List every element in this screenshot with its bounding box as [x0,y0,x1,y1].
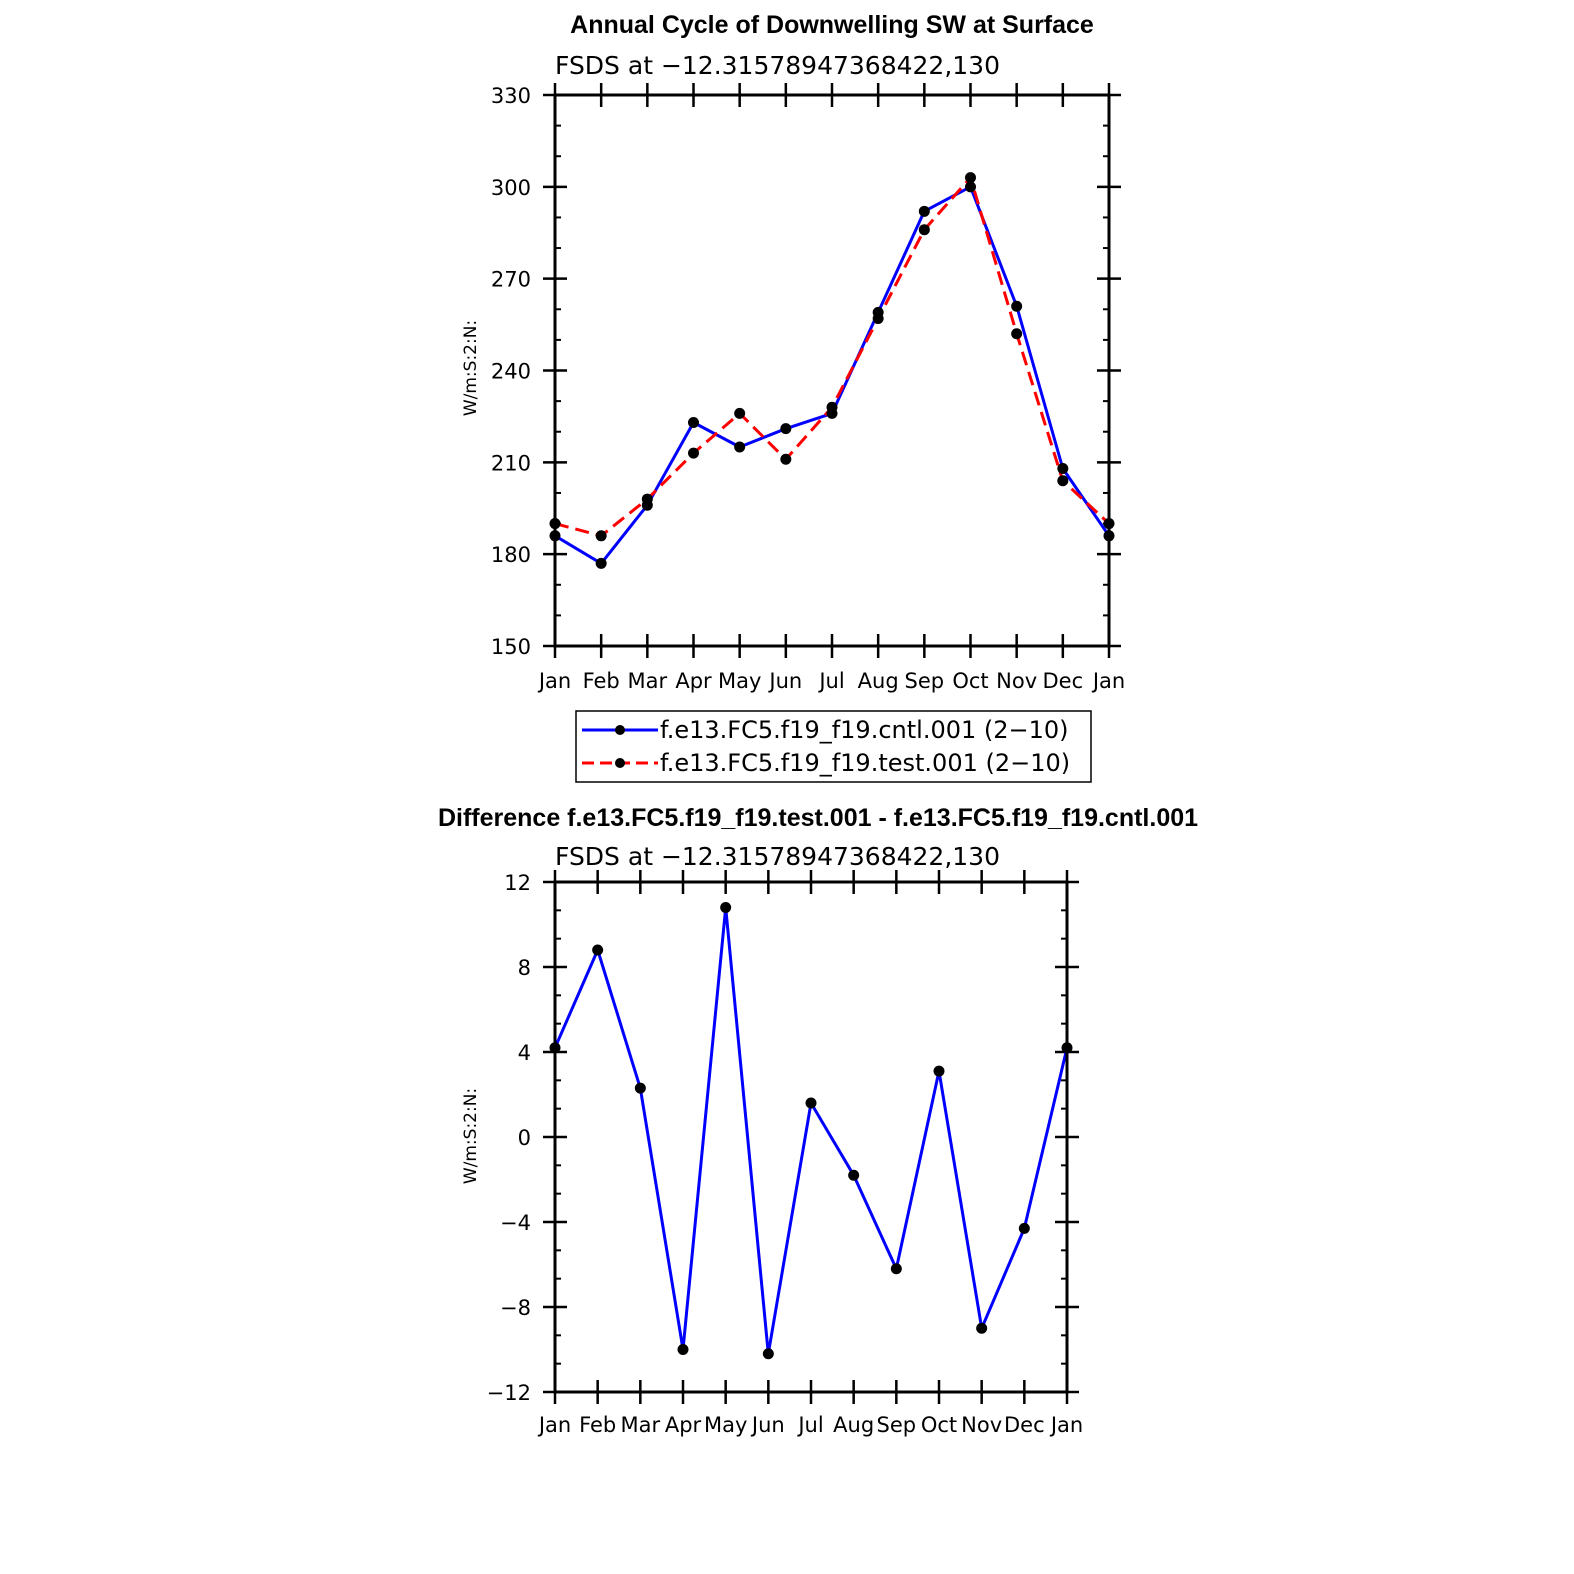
test-series-point [780,453,792,465]
y-tick-label: −12 [487,1381,531,1405]
bottom-series-layer [549,902,1073,1360]
top-y-axis-label: W/m:S:2:N: [461,320,481,416]
x-tick-label: Feb [583,669,620,693]
x-tick-label: May [704,1413,747,1437]
difference-series-point [677,1344,689,1355]
x-tick-label: Apr [665,1413,702,1437]
cntl-series-point [965,181,976,193]
difference-series-point [762,1348,774,1360]
cntl-series-point [1011,300,1023,312]
legend-label-cntl: f.e13.FC5.f19_f19.cntl.001 (2−10) [660,716,1069,744]
x-tick-label: Nov [961,1413,1002,1437]
difference-series-line [553,906,1069,1356]
y-tick-label: 330 [491,84,531,108]
top-y-tick-labels: 150 180 210 240 270 300 330 [491,84,531,659]
y-tick-label: 4 [518,1041,531,1065]
test-series-point [965,172,976,184]
x-tick-label: Jan [1049,1413,1083,1437]
cntl-series-point [1057,462,1069,474]
x-tick-label: Aug [833,1413,874,1437]
top-series-layer [549,172,1115,569]
bottom-y-tick-labels: −12 −8 −4 0 4 8 12 [487,871,531,1405]
y-tick-label: 240 [491,360,531,384]
bottom-panel: Difference f.e13.FC5.f19_f19.test.001 - … [438,804,1198,1437]
x-tick-label: Sep [905,669,945,693]
top-panel: Annual Cycle of Downwelling SW at Surfac… [461,11,1125,693]
top-x-tick-labels: Jan Feb Mar Apr May Jun Jul Aug Sep Oct Nov Dec Jan [537,669,1125,693]
test-series-point [826,401,838,413]
x-tick-label: Jan [1091,669,1125,693]
y-tick-label: 210 [491,451,531,475]
legend-marker-cntl [615,725,625,735]
difference-series-point [890,1263,902,1275]
top-plot-frame [553,93,1111,648]
test-series-line [554,176,1111,538]
x-tick-label: Aug [858,669,899,693]
test-series-point [1011,328,1023,340]
x-tick-label: Jul [817,669,844,693]
difference-series-point [592,944,604,956]
y-tick-label: 180 [491,543,531,567]
x-tick-label: Nov [996,669,1037,693]
difference-series-point [1018,1222,1030,1234]
x-tick-label: Sep [877,1413,917,1437]
test-series-point [734,407,746,419]
cntl-series-point [595,557,607,569]
bottom-chart-subtitle: FSDS at −12.31578947368422,130 [555,842,1000,871]
x-tick-label: Jun [767,669,802,693]
y-tick-label: −4 [500,1211,531,1235]
legend-marker-test [615,758,625,768]
legend: f.e13.FC5.f19_f19.cntl.001 (2−10) f.e13.… [575,710,1092,783]
bottom-chart-title: Difference f.e13.FC5.f19_f19.test.001 - … [438,804,1198,832]
x-tick-label: Jun [750,1413,785,1437]
y-tick-label: −8 [500,1296,531,1320]
y-tick-label: 0 [518,1126,531,1150]
y-tick-label: 300 [491,176,531,200]
x-tick-label: May [718,669,761,693]
cntl-series-point [734,441,746,453]
x-tick-label: Jul [796,1413,823,1437]
test-series-point [641,493,653,505]
bottom-y-axis-label: W/m:S:2:N: [461,1088,481,1184]
x-tick-label: Feb [579,1413,616,1437]
test-series-point [872,312,884,324]
y-tick-label: 8 [518,956,531,980]
test-series-point [688,447,699,459]
test-series-point [1057,475,1069,487]
x-tick-label: Dec [1004,1413,1045,1437]
top-chart-title: Annual Cycle of Downwelling SW at Surfac… [570,11,1094,39]
bottom-plot-frame [553,880,1069,1394]
cntl-series-point [918,205,930,217]
bottom-x-tick-labels: Jan Feb Mar Apr May Jun Jul Aug Sep Oct Nov Dec Jan [537,1413,1083,1437]
difference-series-point [720,902,732,913]
test-series-point [918,224,930,236]
y-tick-label: 150 [491,635,531,659]
y-tick-label: 270 [491,268,531,292]
legend-box [575,710,1092,783]
difference-series-point [848,1169,860,1181]
y-tick-label: 12 [504,871,531,895]
x-tick-label: Oct [952,669,988,693]
test-series-point [595,530,607,542]
top-chart-subtitle: FSDS at −12.31578947368422,130 [555,51,1000,80]
cntl-series-point [688,417,699,429]
x-tick-label: Jan [537,669,571,693]
bottom-axis-ticks [543,870,1079,1404]
x-tick-label: Dec [1043,669,1084,693]
x-tick-label: Mar [621,1413,661,1437]
legend-label-test: f.e13.FC5.f19_f19.test.001 (2−10) [660,749,1070,777]
x-tick-label: Jan [537,1413,571,1437]
cntl-series-point [780,423,792,435]
difference-series-point [634,1082,646,1094]
difference-series-point [933,1065,945,1077]
difference-series-point [976,1322,988,1334]
difference-series-point [805,1097,817,1109]
x-tick-label: Oct [921,1413,957,1437]
x-tick-label: Mar [628,669,668,693]
x-tick-label: Apr [675,669,712,693]
